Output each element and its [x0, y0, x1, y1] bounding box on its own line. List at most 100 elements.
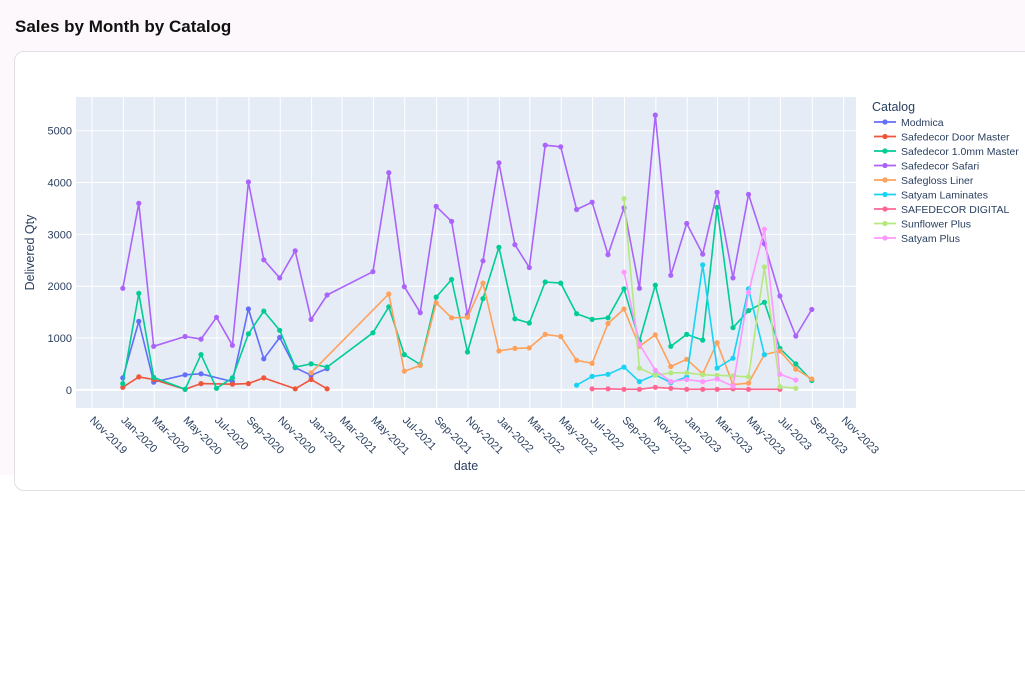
data-point[interactable] [261, 375, 267, 381]
data-point[interactable] [761, 352, 768, 358]
data-point[interactable] [730, 325, 736, 331]
data-point[interactable] [652, 372, 658, 378]
data-point[interactable] [277, 275, 283, 281]
data-point[interactable] [449, 315, 455, 321]
data-point[interactable] [605, 320, 611, 327]
data-point[interactable] [745, 308, 752, 314]
data-point[interactable] [151, 343, 157, 349]
data-point[interactable] [793, 366, 799, 372]
data-point[interactable] [245, 331, 251, 337]
data-point[interactable] [120, 285, 126, 291]
data-point[interactable] [480, 280, 486, 286]
data-point[interactable] [589, 199, 595, 205]
data-point[interactable] [198, 336, 204, 342]
data-point[interactable] [480, 258, 486, 264]
data-point[interactable] [292, 248, 298, 254]
data-point[interactable] [684, 331, 690, 337]
data-point[interactable] [512, 316, 518, 322]
data-point[interactable] [558, 280, 564, 286]
legend-item[interactable]: Satyam Plus [874, 233, 960, 245]
data-point[interactable] [496, 348, 502, 354]
data-point[interactable] [605, 386, 611, 392]
data-point[interactable] [464, 314, 471, 320]
data-point[interactable] [668, 379, 674, 385]
data-point[interactable] [292, 386, 298, 392]
data-point[interactable] [198, 371, 204, 377]
data-point[interactable] [558, 144, 564, 150]
data-point[interactable] [401, 352, 407, 358]
data-point[interactable] [605, 371, 611, 377]
data-point[interactable] [745, 191, 752, 197]
data-point[interactable] [449, 218, 455, 224]
data-point[interactable] [386, 170, 392, 176]
data-point[interactable] [793, 333, 799, 339]
data-point[interactable] [700, 337, 706, 343]
data-point[interactable] [761, 226, 768, 232]
data-point[interactable] [308, 361, 314, 367]
data-point[interactable] [324, 292, 330, 298]
data-point[interactable] [684, 370, 690, 376]
data-point[interactable] [684, 220, 690, 227]
data-point[interactable] [136, 200, 142, 206]
data-point[interactable] [512, 345, 518, 351]
data-point[interactable] [714, 376, 720, 382]
data-point[interactable] [621, 364, 627, 370]
data-point[interactable] [668, 385, 674, 391]
data-point[interactable] [652, 384, 658, 390]
data-point[interactable] [605, 315, 611, 321]
data-point[interactable] [730, 275, 736, 281]
data-point[interactable] [542, 331, 548, 337]
data-point[interactable] [809, 306, 815, 313]
data-point[interactable] [464, 349, 471, 355]
legend-item[interactable]: Safedecor Safari [874, 160, 979, 172]
data-point[interactable] [308, 376, 314, 383]
data-point[interactable] [417, 310, 423, 316]
data-point[interactable] [198, 381, 204, 387]
data-point[interactable] [777, 293, 783, 299]
data-point[interactable] [809, 376, 815, 382]
data-point[interactable] [605, 252, 611, 258]
data-point[interactable] [652, 112, 658, 118]
data-point[interactable] [621, 306, 627, 312]
data-point[interactable] [745, 386, 752, 392]
data-point[interactable] [589, 373, 595, 379]
data-point[interactable] [793, 385, 799, 391]
data-point[interactable] [621, 269, 627, 275]
data-point[interactable] [277, 334, 283, 341]
data-point[interactable] [433, 300, 439, 306]
data-point[interactable] [229, 381, 235, 387]
data-point[interactable] [120, 384, 126, 390]
data-point[interactable] [730, 383, 736, 389]
data-point[interactable] [229, 342, 235, 348]
data-point[interactable] [120, 381, 126, 387]
data-point[interactable] [213, 314, 220, 320]
data-point[interactable] [574, 311, 580, 317]
data-point[interactable] [198, 352, 204, 358]
data-point[interactable] [151, 374, 157, 380]
data-point[interactable] [793, 361, 799, 367]
data-point[interactable] [417, 362, 423, 369]
data-point[interactable] [636, 379, 643, 385]
data-point[interactable] [433, 294, 439, 300]
data-point[interactable] [526, 320, 532, 326]
data-point[interactable] [684, 386, 690, 392]
data-point[interactable] [700, 372, 706, 378]
data-point[interactable] [621, 286, 627, 292]
data-point[interactable] [245, 306, 251, 312]
data-point[interactable] [574, 357, 580, 363]
data-point[interactable] [652, 332, 658, 338]
data-point[interactable] [668, 370, 674, 376]
data-point[interactable] [386, 304, 392, 310]
data-point[interactable] [714, 365, 720, 371]
data-point[interactable] [496, 160, 502, 166]
data-point[interactable] [714, 386, 720, 392]
data-point[interactable] [761, 299, 768, 305]
data-point[interactable] [182, 333, 188, 340]
data-point[interactable] [401, 368, 407, 374]
data-point[interactable] [700, 262, 706, 268]
data-point[interactable] [512, 242, 518, 248]
data-point[interactable] [308, 370, 314, 376]
data-point[interactable] [136, 290, 142, 296]
data-point[interactable] [261, 356, 267, 362]
data-point[interactable] [589, 360, 595, 366]
